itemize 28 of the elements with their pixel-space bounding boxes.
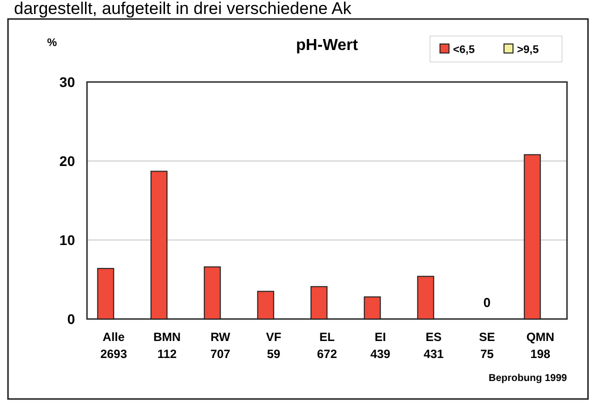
x-tick-label: BMN 112 [153, 330, 181, 361]
x-tick-label: EL 672 [316, 330, 338, 361]
legend-label: >9,5 [517, 44, 539, 56]
legend-label: <6,5 [453, 44, 475, 56]
bar [310, 286, 328, 320]
bar [257, 290, 274, 320]
x-tick-label: QMN 198 [526, 330, 554, 361]
data-label: 0 [483, 295, 491, 310]
y-tick-label: 20 [59, 153, 76, 169]
y-tick-label: 30 [59, 74, 76, 90]
chart-title: pH-Wert [296, 37, 359, 54]
text: Beprobung 1999 [488, 373, 568, 384]
x-tick-label: ES 431 [424, 330, 444, 361]
bar [150, 170, 168, 320]
text: dargestellt, aufgeteilt in drei verschiedene Ak [14, 0, 352, 18]
bar [204, 266, 221, 320]
x-tick-label: SE 75 [478, 330, 496, 361]
y-tick-label: 10 [59, 232, 76, 248]
bar [97, 268, 114, 320]
bar [364, 296, 381, 320]
x-tick-label: VF 59 [266, 330, 282, 361]
bar [524, 154, 541, 320]
y-tick-label: 0 [67, 311, 76, 327]
x-tick-label: EI 439 [370, 330, 391, 361]
x-tick-label: Alle 2693 [100, 330, 128, 361]
bar [417, 276, 434, 320]
x-tick-label: RW 707 [210, 330, 231, 361]
y-axis-title: % [47, 37, 58, 49]
